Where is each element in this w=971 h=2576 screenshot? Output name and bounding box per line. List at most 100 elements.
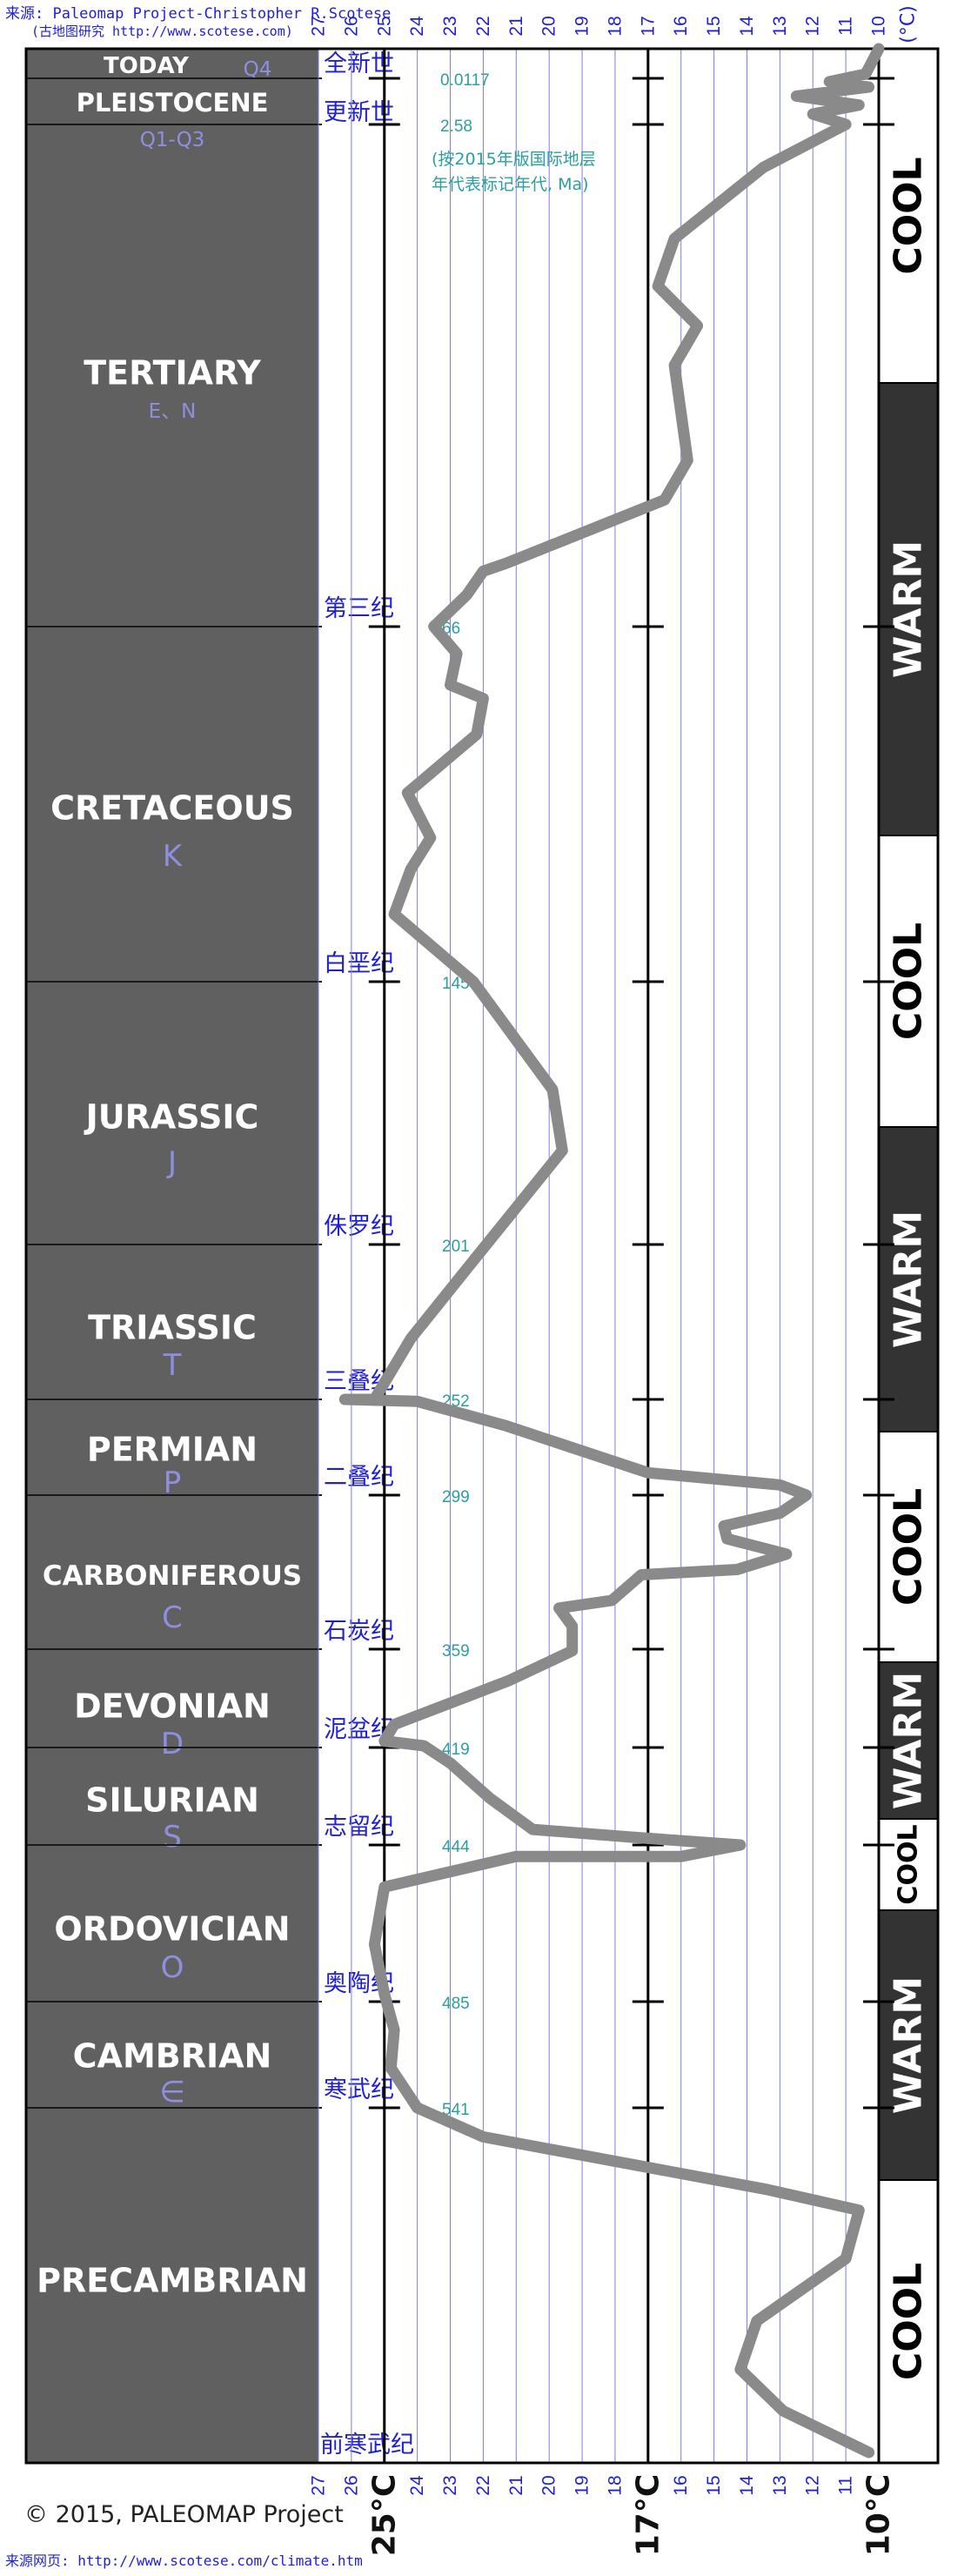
boundary-age: 359 — [442, 1642, 470, 1660]
period-code: P — [164, 1466, 182, 1500]
period-name: PLEISTOCENE — [77, 88, 269, 117]
stage-note-line1: (按2015年版国际地层 — [432, 150, 596, 169]
top-tick-label: 11 — [836, 17, 856, 36]
bottom-tick-label: 22 — [473, 2475, 493, 2495]
major-temp-label: 17°C — [630, 2474, 666, 2557]
period-name: TRIASSIC — [88, 1308, 257, 1346]
bottom-tick-label: 20 — [539, 2475, 559, 2495]
period-code: Q4 — [244, 58, 272, 81]
period-name: PRECAMBRIAN — [37, 2261, 308, 2299]
major-temp-label: 25°C — [366, 2474, 402, 2557]
period-name: TODAY — [104, 53, 190, 79]
period-code: J — [166, 1145, 177, 1180]
temperature-curve — [338, 43, 885, 2459]
top-axis-unit: (°C) — [898, 5, 920, 44]
period-panel — [26, 49, 318, 2463]
temperature-grid — [318, 49, 880, 2463]
period-name: TERTIARY — [84, 353, 261, 392]
period-name: JURASSIC — [84, 1097, 259, 1136]
climate-band-label: COOL — [887, 2263, 931, 2380]
bottom-tick-label: 24 — [407, 2475, 427, 2496]
period-cn-name: 全新世 — [324, 50, 394, 77]
source-page-url: 来源网页: http://www.scotese.com/climate.htm — [5, 2553, 363, 2569]
period-cn-name: 志留纪 — [324, 1814, 394, 1841]
top-tick-label: 25 — [374, 16, 394, 36]
period-code: O — [161, 1950, 184, 1985]
period-code: C — [162, 1600, 183, 1635]
climate-band-label: WARM — [887, 1672, 931, 1809]
period-name: ORDOVICIAN — [54, 1909, 290, 1948]
period-cn-name: 寒武纪 — [324, 2076, 394, 2103]
bottom-tick-label: 18 — [605, 2475, 625, 2495]
bottom-tick-label: 19 — [573, 2475, 593, 2495]
period-name: CRETACEOUS — [50, 788, 294, 827]
climate-band — [878, 382, 939, 836]
top-tick-label: 27 — [309, 16, 329, 36]
temperature-curve-group — [338, 43, 885, 2459]
top-tick-label: 16 — [671, 16, 691, 36]
climate-band-label: COOL — [887, 1488, 931, 1606]
bottom-tick-label: 13 — [770, 2475, 790, 2495]
top-tick-label: 15 — [704, 16, 724, 36]
period-cn-name: 侏罗纪 — [324, 1213, 394, 1240]
climate-band-label: WARM — [887, 540, 931, 678]
boundary-age: 419 — [442, 1741, 470, 1759]
boundary-age: 2.58 — [440, 117, 472, 136]
boundary-age: 485 — [442, 1995, 470, 2013]
bottom-tick-label: 12 — [803, 2475, 823, 2495]
top-tick-label: 24 — [407, 16, 427, 37]
source-credit: 来源: Paleomap Project-Christopher R.Scote… — [5, 5, 391, 23]
bottom-tick-label: 14 — [737, 2475, 757, 2496]
climate-band-label: WARM — [887, 1211, 931, 1348]
bottom-tick-label: 16 — [671, 2475, 691, 2495]
bottom-tick-label: 21 — [506, 2475, 526, 2495]
period-cn-name: 二叠纪 — [324, 1464, 394, 1491]
top-tick-label: 17 — [638, 16, 658, 36]
period-code: ∈ — [159, 2075, 185, 2110]
stage-note-line2: 年代表标记年代, Ma) — [432, 175, 589, 194]
bottom-tick-label: 15 — [704, 2475, 724, 2495]
boundary-age: 541 — [442, 2101, 470, 2119]
bottom-tick-label: 23 — [440, 2475, 460, 2495]
period-name: DEVONIAN — [74, 1687, 271, 1725]
period-code: K — [163, 839, 184, 874]
climate-band-label: WARM — [887, 1976, 931, 2114]
top-tick-label: 22 — [473, 16, 493, 36]
climate-band — [878, 1431, 939, 1663]
top-tick-label: 19 — [573, 16, 593, 36]
climate-band-label: COOL — [887, 157, 931, 274]
period-cn-name: 更新世 — [324, 99, 394, 126]
top-tick-label: 14 — [737, 16, 757, 37]
period-code: E、N — [149, 400, 197, 423]
period-column: TODAY Q4 全新世 0.0117 PLEISTOCENE Q1-Q3 更新世 2.58 T… — [26, 49, 490, 2463]
period-cn-name: 白垩纪 — [324, 950, 394, 977]
source-website: (古地图研究 http://www.scotese.com) — [31, 23, 293, 39]
period-name: CARBONIFEROUS — [43, 1560, 302, 1592]
top-tick-label: 12 — [803, 16, 823, 36]
boundary-age: 444 — [442, 1838, 470, 1856]
climate-band — [878, 48, 939, 384]
top-tick-label: 26 — [341, 16, 361, 36]
major-temp-label: 10°C — [861, 2474, 897, 2557]
boundary-age: 0.0117 — [440, 71, 490, 90]
bottom-tick-label: 27 — [309, 2475, 329, 2495]
top-tick-label: 18 — [605, 16, 625, 36]
period-name: PERMIAN — [87, 1430, 258, 1468]
period-cn-name: 前寒武纪 — [320, 2432, 414, 2459]
top-tick-label: 10 — [869, 16, 889, 36]
top-tick-label: 23 — [440, 16, 460, 36]
period-code: S — [163, 1820, 182, 1855]
bottom-tick-label: 26 — [341, 2475, 361, 2495]
boundary-age: 299 — [442, 1488, 470, 1506]
period-name: CAMBRIAN — [73, 2036, 272, 2075]
copyright: © 2015, PALEOMAP Project — [24, 2501, 344, 2528]
period-cn-name: 石炭纪 — [324, 1618, 394, 1645]
boundary-age: 201 — [442, 1238, 470, 1256]
bottom-tick-label: 11 — [836, 2476, 856, 2495]
top-tick-label: 20 — [539, 16, 559, 36]
top-tick-label: 13 — [770, 16, 790, 36]
period-cn-name: 第三纪 — [324, 595, 394, 622]
period-code: D — [161, 1727, 184, 1761]
